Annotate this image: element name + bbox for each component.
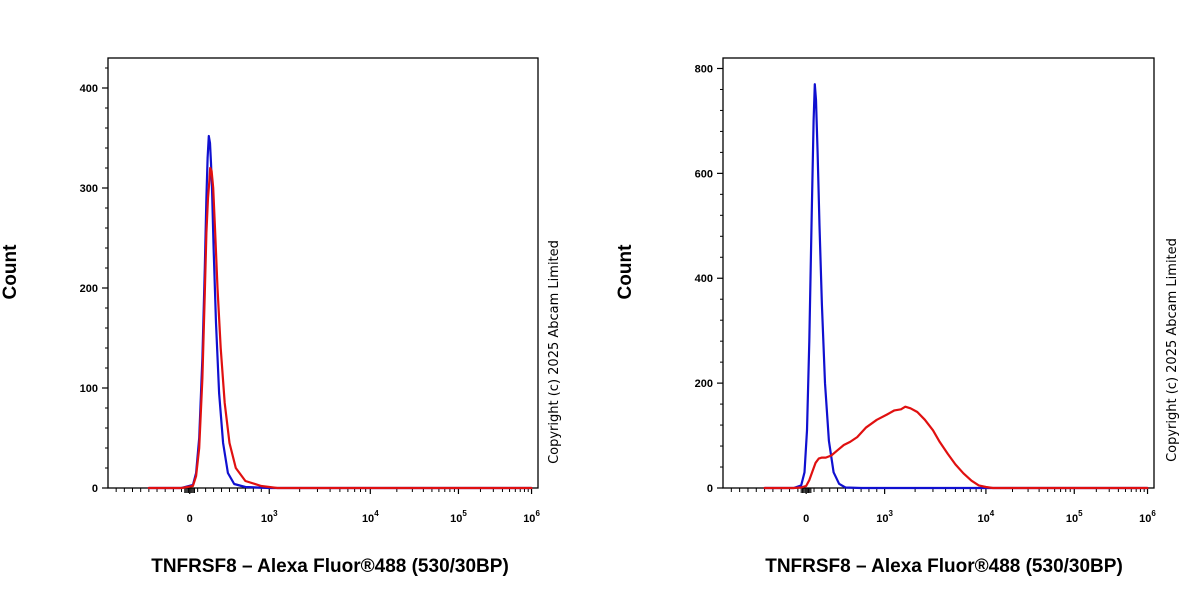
y-tick-label: 400 [80, 83, 98, 95]
x-tick-label: 0 [187, 513, 193, 525]
y-axis-label: Count [615, 244, 636, 300]
y-axis-label: Count [0, 244, 21, 300]
histogram-series-1 [147, 134, 533, 490]
x-tick-label: 104 [362, 509, 379, 525]
y-tick-label: 800 [695, 63, 713, 75]
x-tick-label: 105 [1066, 509, 1083, 525]
copyright-watermark: Copyright (c) 2025 Abcam Limited [547, 240, 562, 464]
histogram-series-1 [763, 83, 1149, 490]
x-tick-label: 0 [803, 513, 809, 525]
histogram-series-2 [147, 166, 533, 490]
y-tick-label: 200 [80, 283, 98, 295]
copyright-watermark: Copyright (c) 2025 Abcam Limited [1165, 238, 1180, 462]
y-tick-label: 0 [707, 483, 713, 495]
x-tick-label: 106 [1139, 509, 1156, 525]
x-tick-label: 104 [978, 509, 995, 525]
x-tick-label: 105 [450, 509, 467, 525]
x-tick-label: 103 [876, 509, 893, 525]
x-tick-label: 103 [261, 509, 278, 525]
y-tick-label: 0 [92, 483, 98, 495]
y-tick-label: 100 [80, 383, 98, 395]
plot-frame [722, 57, 1155, 489]
chart-panel-2: 0 200 400 600 800 0 103 104 105 106 Count TNFRSF8 –… [615, 57, 1180, 577]
plot-frame [107, 57, 539, 489]
y-tick-label: 200 [695, 378, 713, 390]
x-tick-label: 106 [523, 509, 540, 525]
y-tick-label: 300 [80, 183, 98, 195]
x-axis-label: TNFRSF8 – Alexa Fluor®488 (530/30BP) [765, 556, 1123, 577]
x-axis-label: TNFRSF8 – Alexa Fluor®488 (530/30BP) [151, 556, 509, 577]
histogram-series-2 [763, 405, 1149, 490]
y-tick-label: 400 [695, 273, 713, 285]
y-tick-label: 600 [695, 168, 713, 180]
chart-panel-1: 0 100 200 300 400 0 103 104 105 106 Count TNFRSF8 –… [0, 57, 562, 577]
